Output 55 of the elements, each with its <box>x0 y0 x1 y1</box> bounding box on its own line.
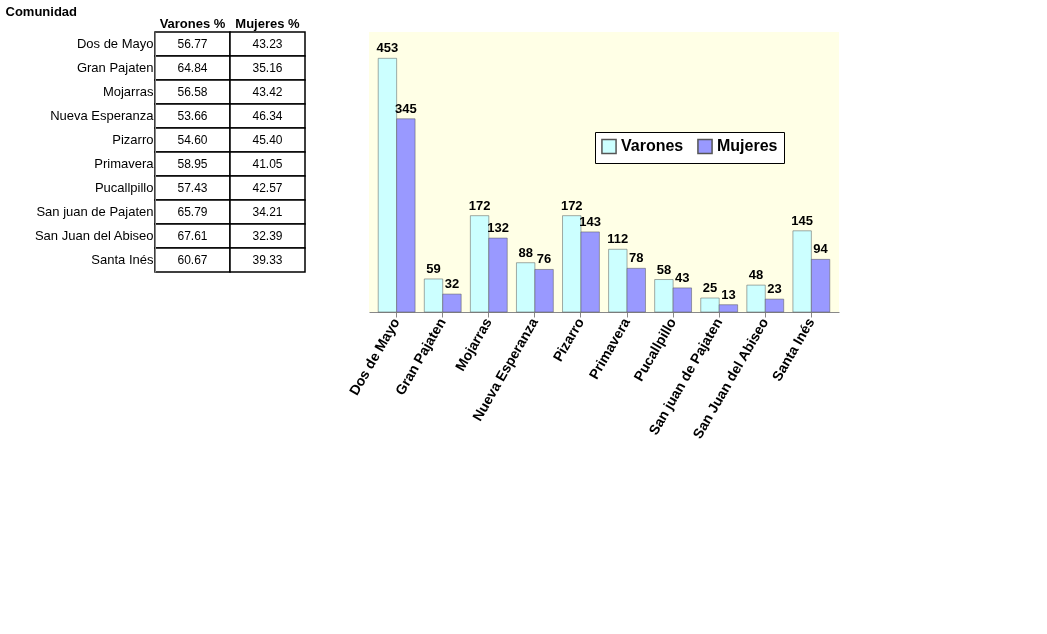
legend-label: Varones <box>621 137 684 155</box>
y-tick-label: San Juan del Abiseo <box>34 228 154 243</box>
data-label: 60.67 <box>177 253 208 267</box>
y-tick-label: Mojarras <box>102 84 154 99</box>
y-tick-label: Pizarro <box>112 132 154 147</box>
data-label: 172 <box>468 197 491 213</box>
data-label: 56.77 <box>177 37 208 51</box>
data-label: 32.39 <box>252 229 283 243</box>
data-label: 41.05 <box>252 157 283 171</box>
data-label: 453 <box>376 40 399 56</box>
data-label: 65.79 <box>177 205 208 219</box>
y-tick-label: San juan de Pajaten <box>36 204 154 219</box>
data-label: 172 <box>560 197 583 213</box>
data-label: 143 <box>579 213 602 229</box>
y-tick-label: Gran Pajaten <box>76 60 154 75</box>
data-label: 59 <box>426 260 441 276</box>
data-label: 58 <box>656 261 672 277</box>
data-label: 112 <box>607 231 629 247</box>
y-tick-label: Nueva Esperanza <box>50 108 155 123</box>
legend-label: Mujeres <box>717 137 778 155</box>
data-label: 43 <box>675 269 690 285</box>
data-label: 56.58 <box>177 85 208 99</box>
data-label: 13 <box>721 286 736 302</box>
y-tick-label: Santa Inés <box>91 252 154 267</box>
data-label: 42.57 <box>252 181 283 195</box>
y-axis-title: Comunidad <box>5 3 78 19</box>
y-tick-label: Pucallpillo <box>94 180 154 195</box>
data-label: 67.61 <box>177 229 208 243</box>
x-tick-label: Varones % <box>159 15 226 31</box>
data-label: 78 <box>629 250 644 266</box>
data-label: 25 <box>702 280 718 295</box>
y-tick-label: Primavera <box>94 156 155 171</box>
data-label: 145 <box>791 212 813 228</box>
data-label: 32 <box>444 276 460 292</box>
data-label: 88 <box>518 244 533 260</box>
data-label: 23 <box>767 281 782 297</box>
data-label: 76 <box>536 251 552 267</box>
data-label: 48 <box>748 267 764 283</box>
data-label: 54.60 <box>177 133 208 147</box>
data-label: 43.42 <box>252 85 283 99</box>
data-label: 57.43 <box>177 181 208 195</box>
data-label: 132 <box>487 220 509 236</box>
data-label: 45.40 <box>252 133 283 147</box>
data-label: 53.66 <box>177 109 208 123</box>
data-label: 94 <box>813 241 829 257</box>
data-label: 46.34 <box>252 109 283 123</box>
data-label: 39.33 <box>252 253 283 267</box>
x-tick-label: Mujeres % <box>235 15 301 31</box>
data-label: 43.23 <box>252 37 283 51</box>
data-label: 64.84 <box>177 61 208 75</box>
data-label: 58.95 <box>177 157 208 171</box>
data-label: 345 <box>395 100 417 116</box>
y-tick-label: Dos de Mayo <box>76 36 154 51</box>
data-label: 35.16 <box>252 61 283 75</box>
data-label: 34.21 <box>252 205 283 219</box>
